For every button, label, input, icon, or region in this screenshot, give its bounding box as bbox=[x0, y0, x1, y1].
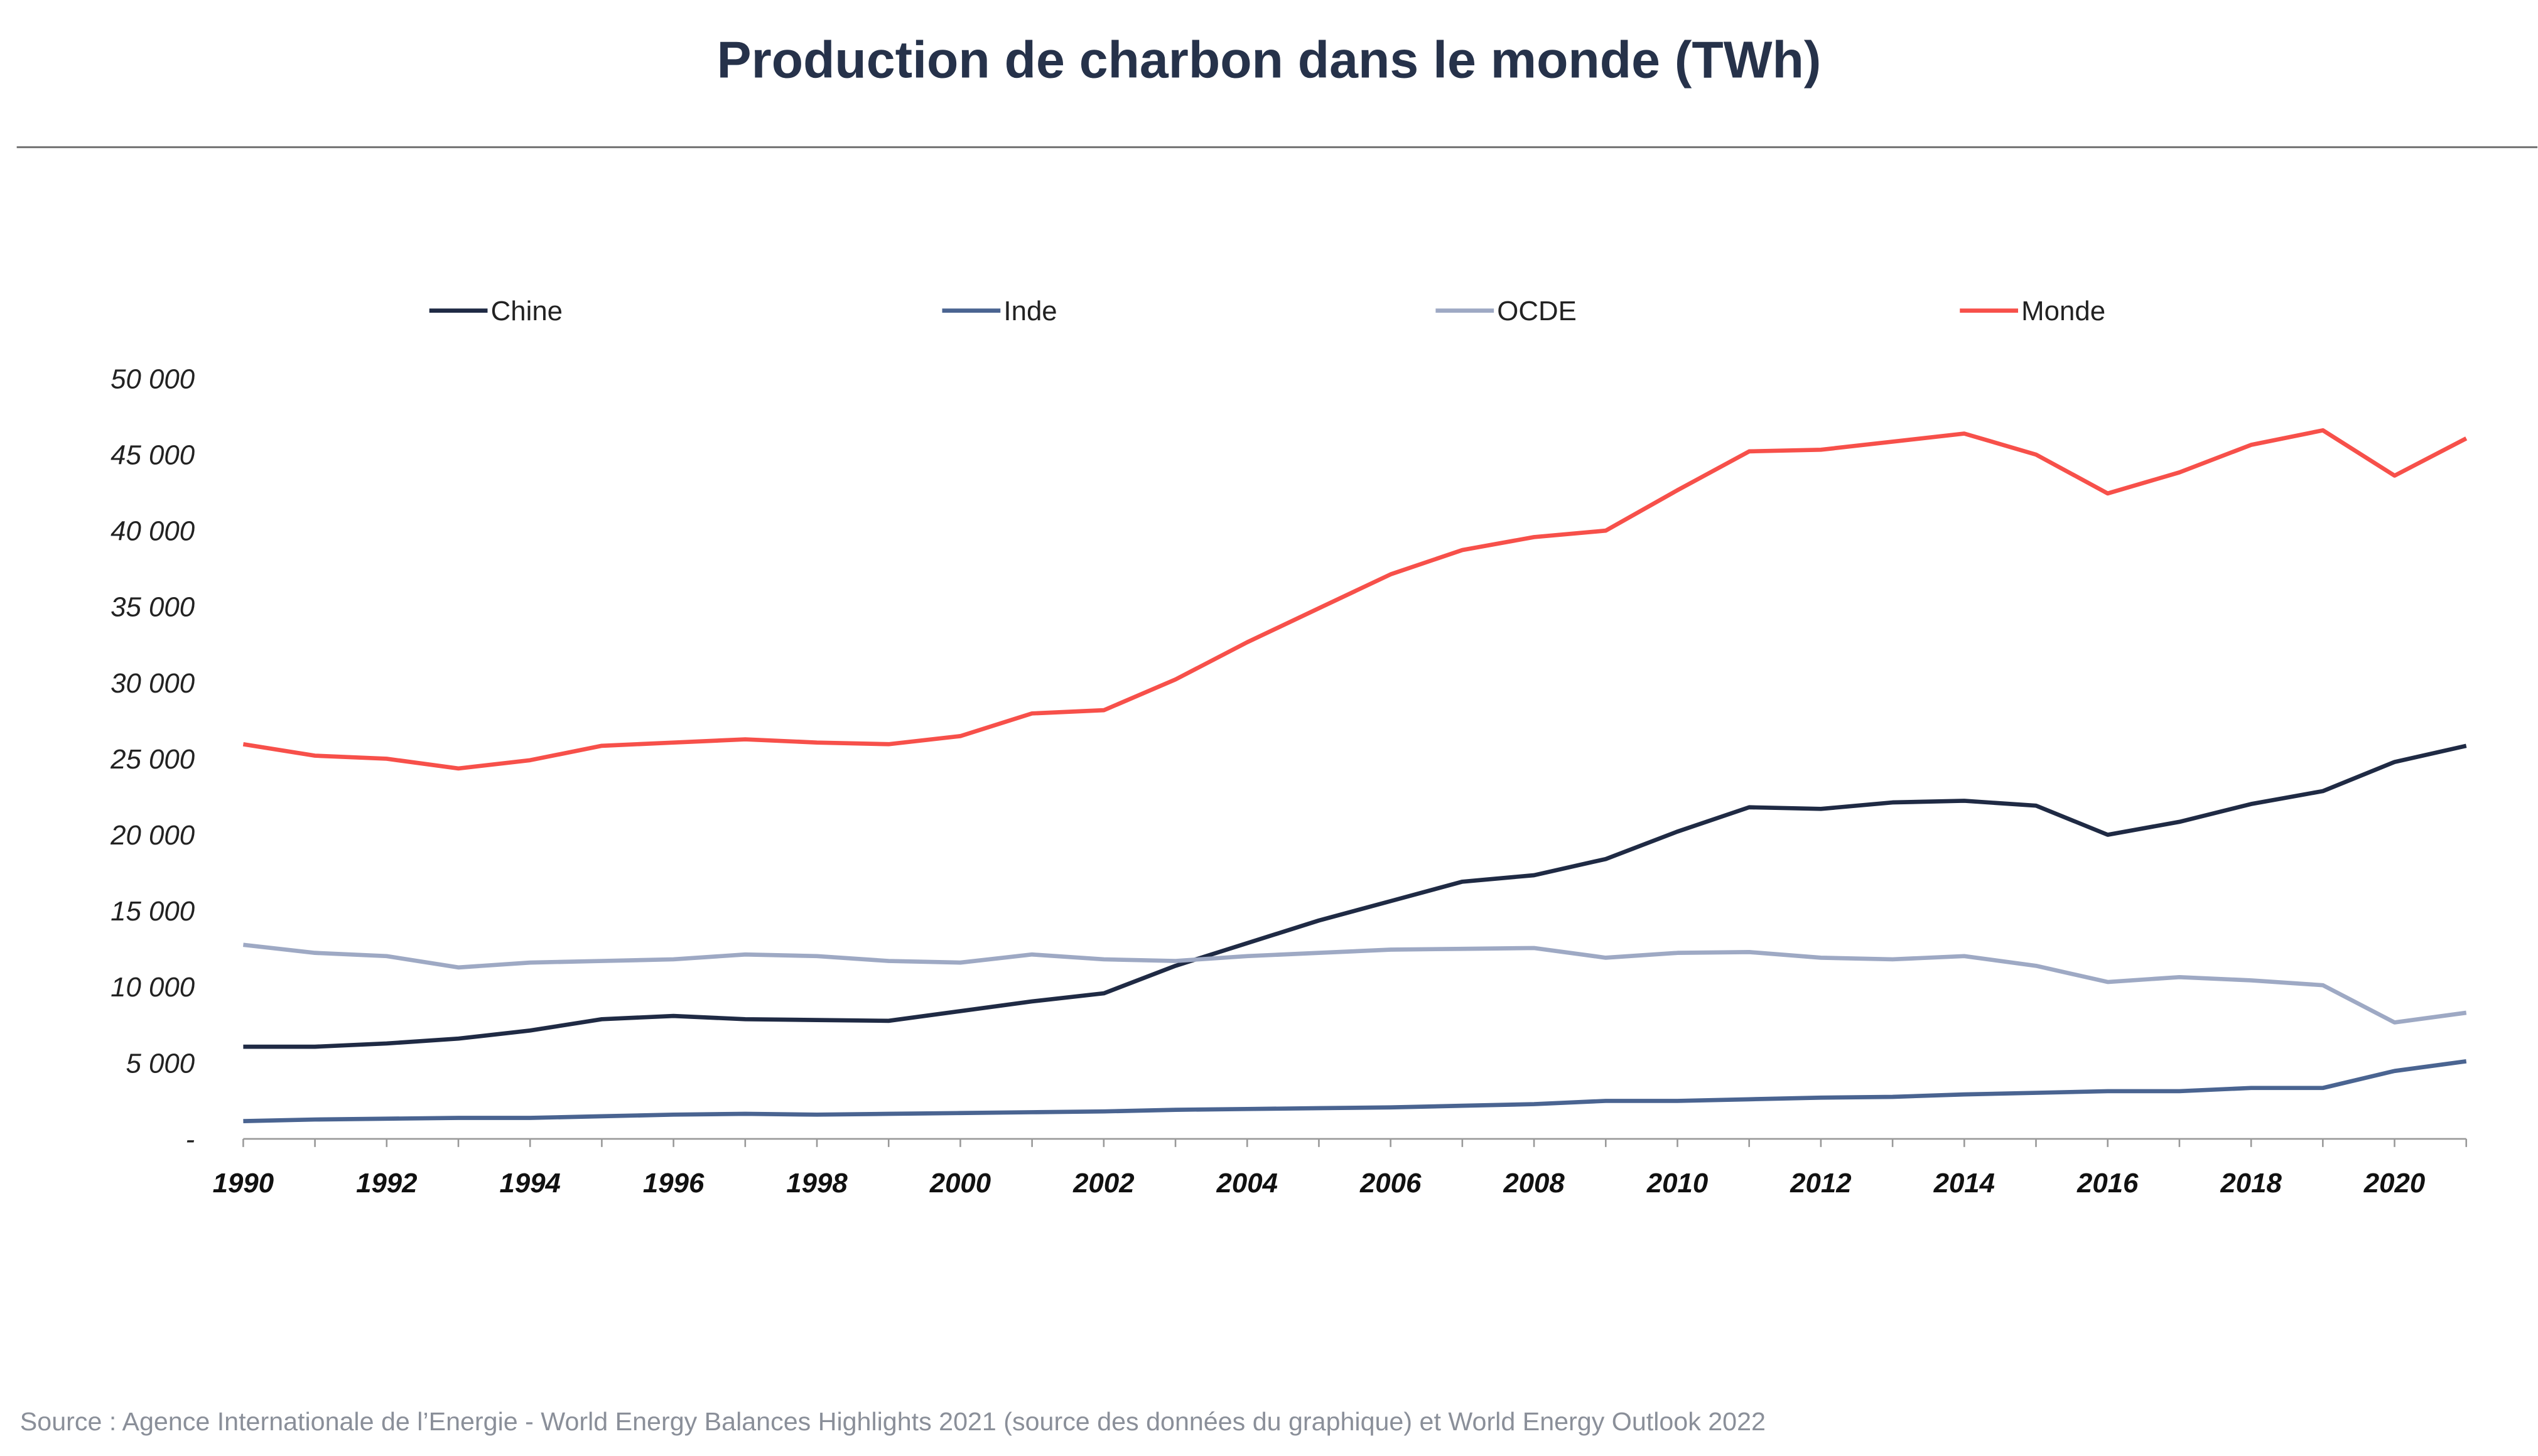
x-tick-label: 1994 bbox=[499, 1168, 560, 1199]
x-tick-label: 2008 bbox=[1503, 1168, 1565, 1199]
source-note: Source : Agence Internationale de l’Ener… bbox=[20, 1407, 1766, 1436]
x-tick-label: 1998 bbox=[786, 1168, 848, 1199]
x-tick-label: 2016 bbox=[2076, 1168, 2139, 1199]
series-line-chine bbox=[243, 743, 2467, 1049]
x-tick-label: 1992 bbox=[356, 1168, 417, 1199]
legend-label: Inde bbox=[1003, 296, 1057, 326]
x-tick-label: 2004 bbox=[1216, 1168, 1278, 1199]
series-lines bbox=[242, 428, 2468, 1123]
y-tick-label: 20 000 bbox=[110, 820, 195, 851]
x-tick-label: 2000 bbox=[929, 1168, 991, 1199]
y-tick-label: 30 000 bbox=[111, 668, 195, 699]
y-tick-label: 15 000 bbox=[111, 896, 195, 927]
x-axis: 1990 1992 1994 1996 1998 2000 2002 2004 2006 2008… bbox=[213, 1138, 2468, 1199]
x-tick-label: 2002 bbox=[1072, 1168, 1134, 1199]
y-axis: - 5 000 10 000 15 000 20 000 25 000 30 000 35 0… bbox=[110, 364, 195, 1155]
y-tick-label: 25 000 bbox=[110, 744, 195, 775]
x-tick-label: 1996 bbox=[643, 1168, 705, 1199]
y-tick-label: 10 000 bbox=[111, 972, 195, 1003]
legend-label: Chine bbox=[491, 296, 563, 326]
y-tick-label: - bbox=[185, 1124, 195, 1155]
y-tick-label: 50 000 bbox=[111, 364, 195, 394]
y-tick-label: 5 000 bbox=[126, 1048, 195, 1079]
y-tick-label: 45 000 bbox=[111, 440, 195, 471]
legend-label: OCDE bbox=[1497, 296, 1577, 326]
x-tick-label: 1990 bbox=[213, 1168, 274, 1199]
x-tick-label: 2020 bbox=[2363, 1168, 2425, 1199]
series-line-ocde bbox=[243, 942, 2467, 1025]
y-tick-label: 40 000 bbox=[111, 516, 195, 547]
x-tick-label: 2012 bbox=[1790, 1168, 1851, 1199]
legend: Chine Inde OCDE Monde bbox=[429, 296, 2105, 326]
chart-title: Production de charbon dans le monde (TWh… bbox=[717, 31, 1822, 89]
y-tick-label: 35 000 bbox=[111, 592, 195, 623]
x-tick-label: 2010 bbox=[1646, 1168, 1708, 1199]
x-tick-label: 2018 bbox=[2220, 1168, 2282, 1199]
legend-label: Monde bbox=[2021, 296, 2105, 326]
x-tick-label: 2006 bbox=[1359, 1168, 1422, 1199]
series-line-monde bbox=[242, 428, 2468, 771]
x-tick-label: 2014 bbox=[1933, 1168, 1995, 1199]
series-line-inde bbox=[243, 1059, 2467, 1123]
